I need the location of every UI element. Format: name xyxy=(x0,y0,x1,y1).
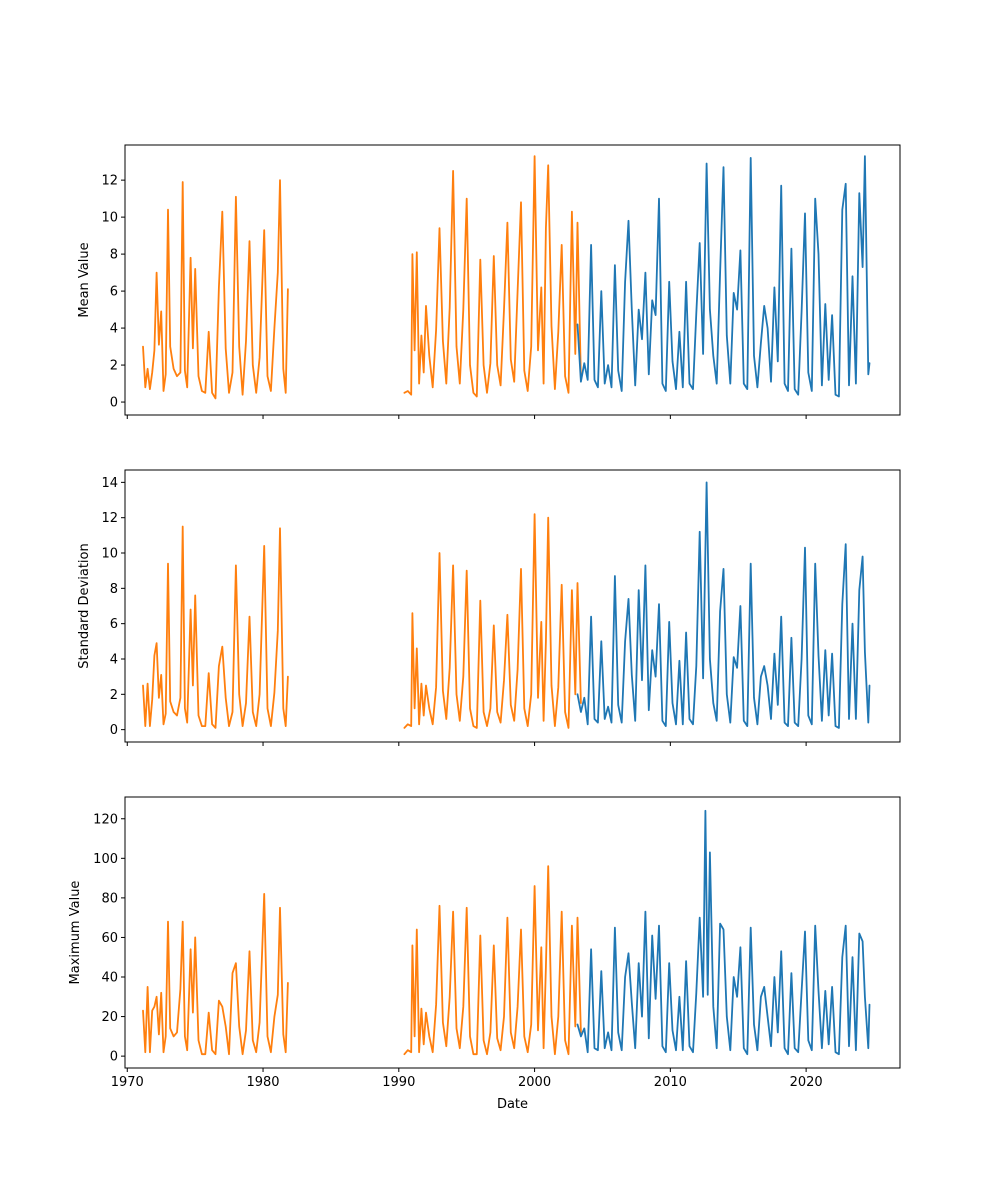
maximum-value-y-tick-label: 20 xyxy=(101,1010,118,1025)
maximum-value-x-tick-label: 1970 xyxy=(111,1075,144,1090)
standard-deviation-y-tick-label: 10 xyxy=(101,547,118,562)
standard-deviation-y-axis-label: Standard Deviation xyxy=(77,543,92,668)
standard-deviation-axes-frame xyxy=(124,469,901,743)
maximum-value-series-line-2 xyxy=(403,865,582,1056)
standard-deviation-y-tick-label: 8 xyxy=(110,582,118,597)
maximum-value-axes-frame xyxy=(124,796,901,1069)
mean-value-series-line-3 xyxy=(576,155,871,398)
standard-deviation-series-line-3 xyxy=(576,481,871,729)
standard-deviation-series-line-1 xyxy=(142,525,289,729)
mean-value-series-line-1 xyxy=(142,179,289,400)
mean-value-y-axis-label: Mean Value xyxy=(77,242,92,317)
standard-deviation-y-tick-label: 6 xyxy=(110,617,118,632)
maximum-value-y-tick-label: 60 xyxy=(101,931,118,946)
mean-value-y-tick-label: 6 xyxy=(110,285,118,300)
mean-value-y-tick-label: 8 xyxy=(110,248,118,263)
x-axis-label: Date xyxy=(497,1097,528,1112)
maximum-value-y-tick-label: 40 xyxy=(101,971,118,986)
maximum-value-series-line-3 xyxy=(576,809,871,1056)
maximum-value-y-tick-label: 80 xyxy=(101,891,118,906)
maximum-value-x-tick-label: 2000 xyxy=(518,1075,551,1090)
standard-deviation-y-tick-label: 0 xyxy=(110,723,118,738)
maximum-value-y-axis-label: Maximum Value xyxy=(68,881,83,985)
standard-deviation-y-tick-label: 12 xyxy=(101,511,118,526)
standard-deviation-y-tick-label: 4 xyxy=(110,652,118,667)
maximum-value-series-line-1 xyxy=(142,893,289,1056)
standard-deviation-y-tick-label: 14 xyxy=(101,476,118,491)
mean-value-y-tick-label: 2 xyxy=(110,359,118,374)
mean-value-series-line-2 xyxy=(403,155,582,398)
maximum-value-x-tick-label: 2020 xyxy=(790,1075,823,1090)
mean-value-y-tick-label: 4 xyxy=(110,322,118,337)
maximum-value-y-tick-label: 120 xyxy=(93,812,118,827)
maximum-value-y-tick-label: 100 xyxy=(93,852,118,867)
mean-value-y-tick-label: 0 xyxy=(110,396,118,411)
mean-value-subplot: 0 2 4 6 8 10 12 Mean Value xyxy=(77,144,901,419)
standard-deviation-y-tick-label: 2 xyxy=(110,688,118,703)
maximum-value-x-tick-label: 1980 xyxy=(246,1075,279,1090)
mean-value-axes-frame xyxy=(124,144,901,416)
mean-value-y-tick-label: 10 xyxy=(101,211,118,226)
maximum-value-x-tick-label: 2010 xyxy=(654,1075,687,1090)
maximum-value-y-tick-label: 0 xyxy=(110,1050,118,1065)
maximum-value-subplot: 0 20 40 60 80 100 120 1970 1980 1990 2000 2010 2020 M… xyxy=(68,796,901,1112)
standard-deviation-series-line-2 xyxy=(403,513,582,729)
maximum-value-x-tick-label: 1990 xyxy=(382,1075,415,1090)
mean-value-y-tick-label: 12 xyxy=(101,174,118,189)
standard-deviation-subplot: 0 2 4 6 8 10 12 14 Standard Deviation xyxy=(77,469,901,746)
